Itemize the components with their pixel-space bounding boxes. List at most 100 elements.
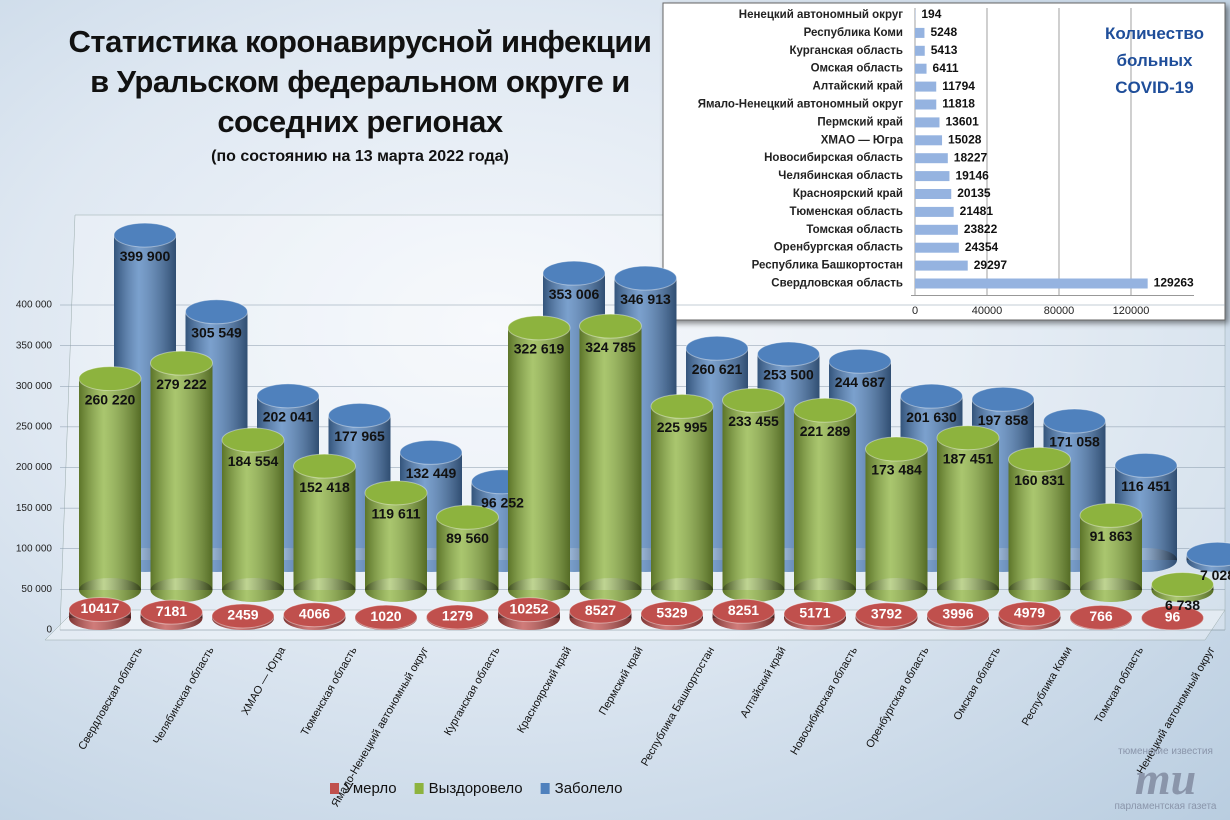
x-tick-label: Курганская область [442, 645, 503, 738]
cylinder [364, 480, 428, 602]
value-label: 353 006 [549, 286, 600, 302]
cylinder [140, 599, 203, 630]
cylinder-shade [1080, 515, 1142, 590]
cylinder-top [569, 598, 632, 624]
value-label: 5329 [656, 604, 687, 620]
legend-swatch [540, 783, 550, 794]
cylinder-top [1008, 446, 1071, 472]
x-tick-label: Новосибирская область [788, 645, 860, 757]
cylinder-top [998, 601, 1061, 627]
value-label: 10417 [81, 600, 120, 616]
value-label: 3792 [871, 606, 902, 622]
y-tick-label: 0 [46, 625, 52, 636]
bar [915, 171, 950, 182]
x-tick-label: 40000 [972, 305, 1003, 317]
value-label: 29297 [974, 258, 1008, 272]
x-tick-label: ХМАО — Югра [239, 644, 288, 717]
value-label: 8527 [585, 602, 616, 618]
cylinder-bottom-shade [794, 578, 856, 602]
cylinder-bottom-shade [722, 578, 785, 602]
value-label: 152 418 [299, 479, 350, 495]
x-tick-label: Свердловская область [76, 645, 145, 752]
y-tick-label: Республика Коми [804, 27, 903, 39]
cylinder [579, 313, 642, 602]
value-label: 253 500 [763, 367, 814, 383]
x-tick-label: Томская область [1093, 645, 1147, 726]
logo-top: тюменские известия [1118, 746, 1213, 757]
cylinder-bottom-shade [365, 578, 427, 602]
cylinder-top [150, 350, 213, 376]
value-label: 24354 [965, 240, 999, 254]
value-label: 5171 [799, 605, 830, 621]
cylinder [855, 602, 918, 630]
legend-label: Умерло [344, 780, 397, 797]
cylinder-top [926, 602, 990, 628]
bar [915, 27, 925, 38]
y-tick-label: 200 000 [16, 462, 53, 473]
x-tick-label: Пермский край [597, 645, 646, 717]
cylinder-bottom-shade [579, 578, 642, 602]
value-label: 18227 [954, 150, 988, 164]
cylinder-top [1151, 572, 1214, 598]
cylinder-shade [150, 363, 213, 590]
value-label: 129263 [1154, 276, 1194, 290]
y-tick-label: Новосибирская область [764, 152, 903, 164]
legend-label: Выздоровело [429, 780, 523, 797]
cylinder-bottom-shade [865, 578, 928, 602]
y-tick-label: 350 000 [16, 340, 53, 351]
cylinder [1186, 541, 1230, 572]
cylinder [1069, 604, 1133, 630]
value-label: 244 687 [835, 374, 886, 390]
cylinder [1151, 572, 1214, 602]
cylinder [722, 387, 785, 602]
value-label: 173 484 [871, 462, 922, 478]
cylinder-top [399, 439, 463, 465]
y-tick-label: Оренбургская область [774, 242, 903, 254]
cylinder-top [900, 383, 963, 409]
value-label: 197 858 [978, 412, 1029, 428]
value-label: 119 611 [371, 506, 420, 522]
bar [915, 153, 948, 164]
cylinder-top [364, 480, 428, 506]
cylinder-top [650, 393, 714, 419]
cylinder-top [793, 397, 857, 423]
bar [915, 278, 1148, 289]
x-tick-label: 120000 [1113, 305, 1150, 317]
cylinder-bottom-shade [79, 578, 141, 602]
cylinder-top [855, 602, 918, 628]
cylinder-top [757, 341, 820, 367]
cylinder-top [1079, 502, 1143, 528]
cylinder [1141, 605, 1204, 631]
cylinder [211, 603, 275, 630]
bar [915, 260, 968, 271]
value-label: 171 058 [1049, 434, 1100, 450]
value-label: 177 965 [334, 428, 385, 444]
cylinder-top [1186, 541, 1230, 567]
cylinder [221, 427, 285, 602]
cylinder [436, 504, 499, 602]
cylinder [640, 601, 704, 630]
cylinder [865, 436, 928, 602]
cylinder-shade [436, 517, 499, 590]
logo-mark: ти [1134, 753, 1197, 804]
cylinder-top [579, 313, 642, 339]
cylinder-top [78, 366, 142, 392]
cylinder [78, 366, 142, 602]
value-label: 322 619 [514, 341, 565, 357]
cylinder-bottom-shade [222, 578, 284, 602]
y-tick-label: Ямало-Ненецкий автономный округ [698, 99, 903, 111]
cylinder-bottom-shade [508, 578, 570, 602]
value-label: 132 449 [406, 465, 457, 481]
value-label: 23822 [964, 222, 998, 236]
cylinder [998, 601, 1061, 630]
cylinder-top [293, 453, 356, 479]
cylinder-bottom-shade [651, 578, 713, 602]
value-label: 7 028 [1200, 567, 1230, 583]
cylinder-top [211, 603, 275, 629]
cylinder-shade [794, 410, 856, 590]
y-tick-label: 300 000 [16, 381, 53, 392]
cylinder-top [1114, 452, 1178, 478]
value-label: 7181 [156, 603, 187, 619]
x-tick-label: Челябинская область [151, 645, 217, 747]
